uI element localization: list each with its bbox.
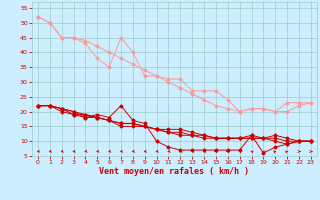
X-axis label: Vent moyen/en rafales ( km/h ): Vent moyen/en rafales ( km/h ) <box>100 167 249 176</box>
